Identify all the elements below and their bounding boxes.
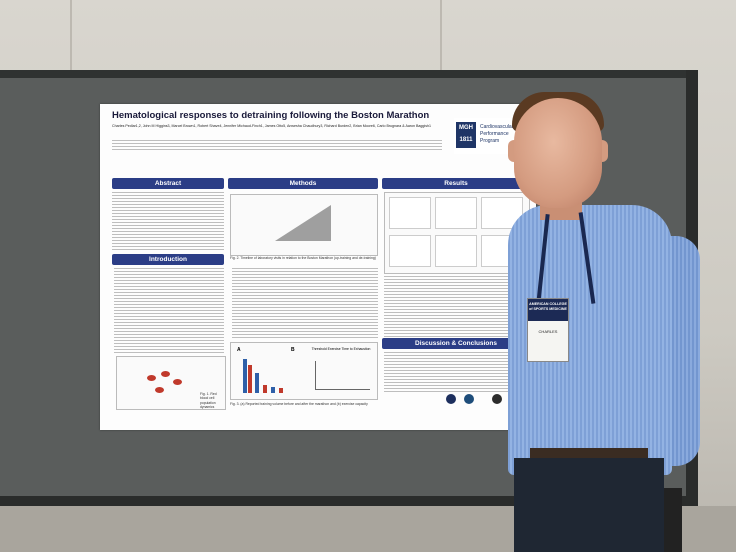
poster-authors: Charles Pedlar1,2, John M Higgins3, Marc… bbox=[112, 124, 432, 128]
sponsor-logo-icon bbox=[464, 394, 474, 404]
volume-bar bbox=[271, 387, 275, 393]
discussion-text bbox=[384, 352, 528, 392]
person-face bbox=[514, 98, 602, 208]
rbc-figure bbox=[116, 356, 226, 410]
badge-org-name: AMERICAN COLLEGE of SPORTS MEDICINE bbox=[528, 299, 568, 321]
sponsor-logo-icon bbox=[492, 394, 502, 404]
introduction-header: Introduction bbox=[112, 254, 224, 265]
results-text bbox=[384, 276, 528, 346]
poster-board-ledge bbox=[0, 496, 698, 506]
training-volume-figure: A B Threshold Exercise Time to Exhaustio… bbox=[230, 342, 378, 400]
research-poster: Hematological responses to detraining fo… bbox=[100, 104, 536, 430]
results-figure-grid bbox=[384, 192, 530, 274]
figure-1-caption: Fig. 1. Red blood cell population dynami… bbox=[200, 392, 217, 410]
abstract-header: Abstract bbox=[112, 178, 224, 189]
time-to-exhaustion-chart bbox=[315, 361, 370, 390]
abstract-text bbox=[112, 192, 224, 250]
volume-bar bbox=[255, 373, 259, 393]
figure-3b-title: Threshold Exercise Time to Exhaustion bbox=[311, 347, 371, 351]
training-volume-chart bbox=[241, 355, 287, 393]
discussion-header: Discussion & Conclusions bbox=[382, 338, 530, 349]
result-plot bbox=[389, 235, 431, 267]
affiliations-text bbox=[112, 140, 442, 150]
result-plot bbox=[435, 235, 477, 267]
poster-stand-leg bbox=[664, 488, 682, 552]
poster-title: Hematological responses to detraining fo… bbox=[112, 110, 430, 121]
training-ramp-graphic bbox=[275, 205, 331, 241]
red-blood-cell-icon bbox=[147, 375, 156, 381]
red-blood-cell-icon bbox=[173, 379, 182, 385]
result-plot bbox=[435, 197, 477, 229]
volume-bar bbox=[243, 359, 247, 393]
sponsor-logo-icon bbox=[446, 394, 456, 404]
figure-3b-label: B bbox=[291, 347, 295, 353]
volume-bar bbox=[263, 385, 267, 393]
methods-header: Methods bbox=[228, 178, 378, 189]
mgh-seal-icon: MGH 1811 bbox=[456, 122, 476, 148]
conference-badge: AMERICAN COLLEGE of SPORTS MEDICINE CHAR… bbox=[527, 298, 569, 362]
figure-2-caption: Fig. 2. Timeline of laboratory visits in… bbox=[230, 256, 376, 260]
volume-bar bbox=[279, 388, 283, 393]
timeline-figure bbox=[230, 194, 378, 256]
red-blood-cell-icon bbox=[161, 371, 170, 377]
results-header: Results bbox=[382, 178, 530, 189]
person-trousers bbox=[514, 458, 664, 552]
figure-3-caption: Fig. 3. (a) Reported training volume bef… bbox=[230, 402, 368, 406]
badge-attendee-name: CHARLES bbox=[538, 329, 558, 334]
methods-text bbox=[232, 268, 378, 338]
volume-bar bbox=[248, 365, 252, 393]
figure-3a-label: A bbox=[237, 347, 241, 353]
result-plot bbox=[389, 197, 431, 229]
logo-program-name: Cardiovascular Performance Program bbox=[480, 124, 514, 144]
introduction-text bbox=[114, 268, 224, 354]
red-blood-cell-icon bbox=[155, 387, 164, 393]
